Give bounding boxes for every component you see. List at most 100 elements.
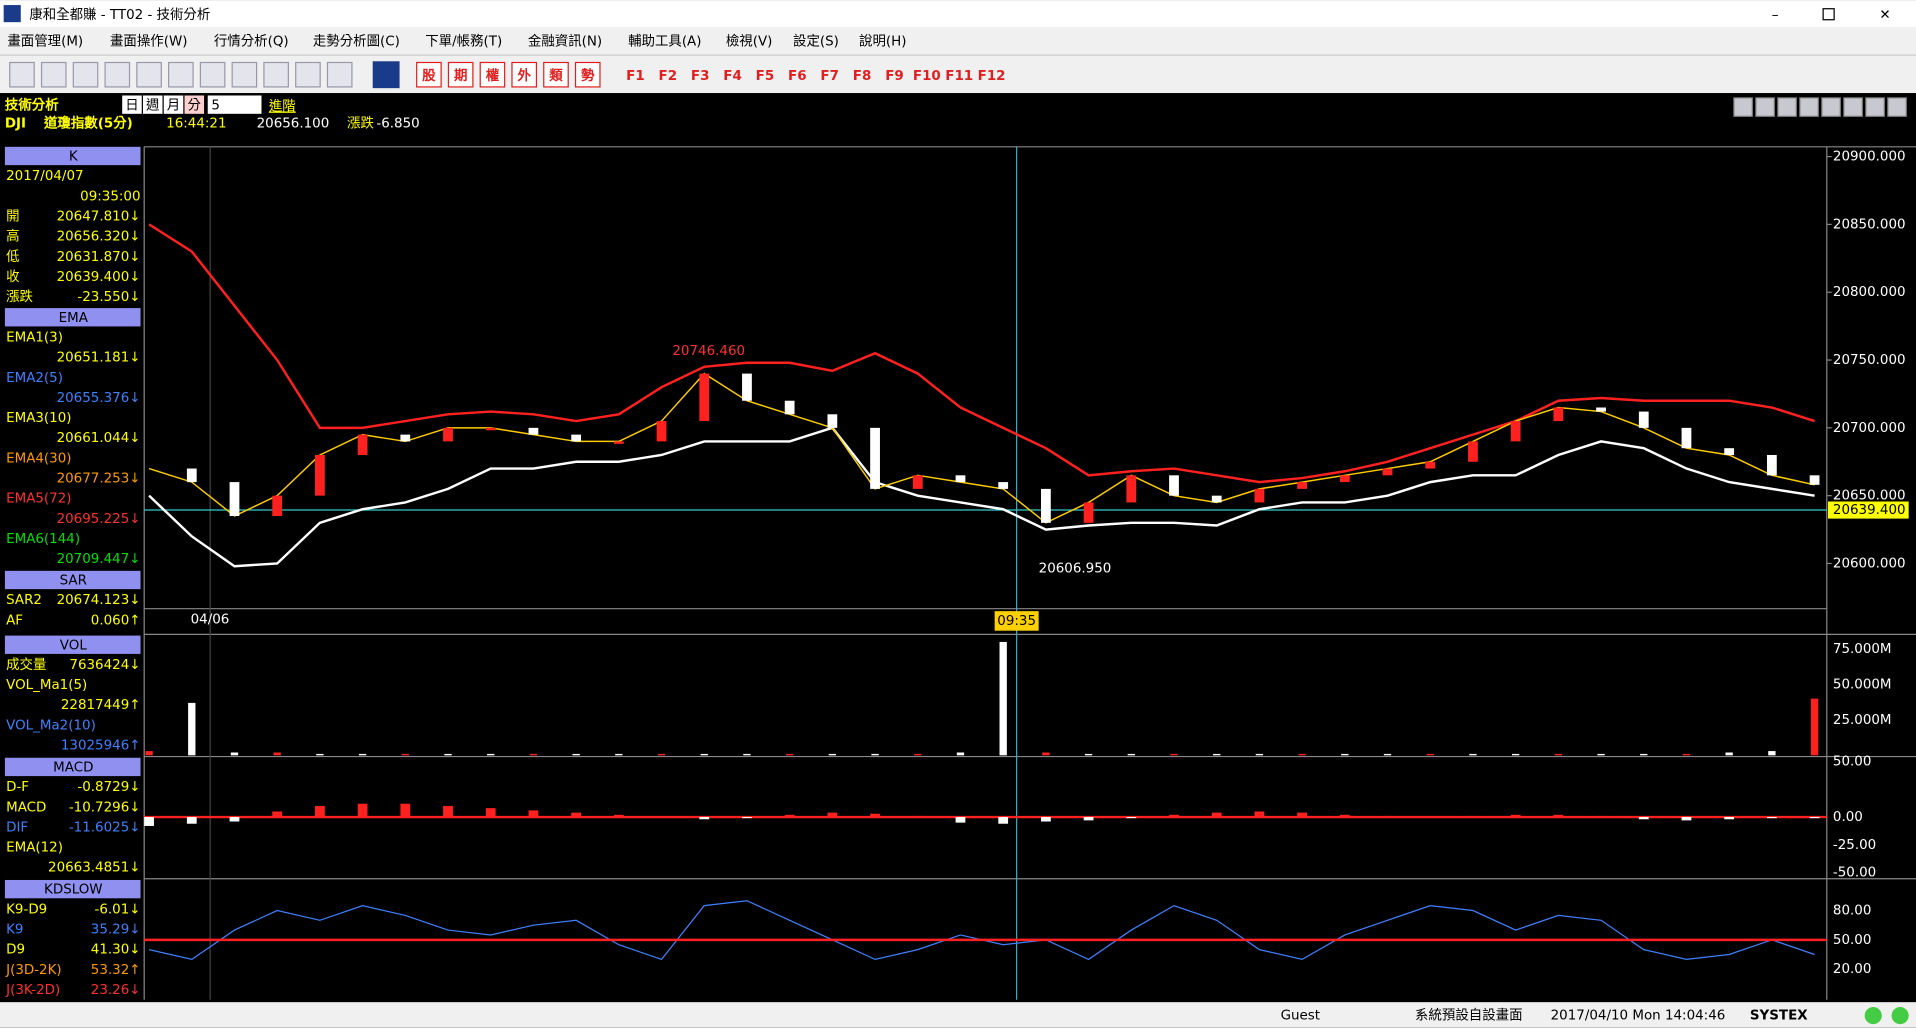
info-value: 35.29↓	[91, 922, 141, 937]
info-value: 20647.810↓	[57, 209, 141, 224]
price-tick-label: 20750.000	[1833, 353, 1906, 368]
period-tab[interactable]	[142, 95, 163, 114]
vol-bar	[1383, 753, 1392, 756]
market-label: 類	[549, 67, 563, 84]
period-tab[interactable]	[122, 95, 142, 114]
chart-tool[interactable]	[1733, 97, 1753, 117]
tool-button[interactable]	[372, 61, 400, 89]
chart-tool[interactable]	[1821, 97, 1841, 117]
time: 16:44:21	[166, 117, 226, 132]
minimize[interactable]: –	[1772, 8, 1779, 23]
fkey[interactable]: F9	[885, 69, 904, 84]
fkey[interactable]: F3	[691, 69, 710, 84]
info-label: 漲跌	[6, 289, 33, 305]
info-value: 20677.253↓	[57, 472, 141, 487]
vol-bar	[999, 641, 1007, 756]
tool-button[interactable]	[263, 61, 289, 88]
fkey[interactable]: F7	[820, 69, 839, 84]
tool-button[interactable]	[104, 61, 131, 88]
tool-button[interactable]	[40, 61, 67, 88]
fkey[interactable]: F2	[659, 69, 678, 84]
price-line	[148, 426, 1815, 568]
info-value: -10.7296↓	[69, 800, 141, 815]
close[interactable]: ✕	[1879, 8, 1890, 23]
panel-name: KDSLOW	[44, 883, 103, 898]
chart-tool[interactable]	[1843, 97, 1863, 117]
menu-item[interactable]: 輔助工具(A)	[628, 34, 701, 50]
menu-item[interactable]: 金融資訊(N)	[528, 34, 602, 50]
market-button[interactable]	[479, 61, 506, 88]
candle	[1681, 427, 1692, 449]
vol-bar	[914, 753, 922, 756]
tool-button[interactable]	[136, 61, 162, 88]
macd-bar	[315, 805, 325, 818]
panel-header	[4, 570, 141, 590]
fkey[interactable]: F1	[626, 69, 645, 84]
fkey[interactable]: F11	[945, 69, 973, 84]
vol-tick-label: 75.000M	[1833, 642, 1892, 657]
fkey[interactable]: F12	[978, 69, 1006, 84]
tool-button[interactable]	[326, 61, 353, 88]
macd-bar	[870, 813, 880, 818]
tool-button[interactable]	[295, 61, 321, 88]
menu-item[interactable]: 畫面管理(M)	[7, 33, 83, 50]
fkey[interactable]: F6	[788, 69, 807, 84]
tool-button[interactable]	[72, 61, 99, 88]
menu-item[interactable]: 走勢分析圖(C)	[313, 34, 400, 50]
candle	[784, 400, 795, 415]
info-value: 23.26↓	[91, 983, 141, 998]
tool-button[interactable]	[9, 61, 35, 88]
price-tick-label: 20600.000	[1833, 556, 1906, 571]
menu-item[interactable]: 說明(H)	[859, 34, 906, 50]
chart-tool[interactable]	[1865, 97, 1885, 117]
price-tick-label: 20900.000	[1833, 150, 1906, 165]
macd-bar	[186, 817, 197, 824]
menu-item[interactable]: 畫面操作(W)	[110, 34, 188, 50]
interval-box[interactable]	[207, 95, 262, 114]
vol-tick-label: 50.000M	[1833, 677, 1892, 692]
fkey[interactable]: F4	[723, 69, 742, 84]
mode[interactable]: 進階	[269, 98, 296, 114]
market-button[interactable]	[543, 61, 569, 88]
menu-item[interactable]: 行情分析(Q)	[214, 34, 289, 50]
maximize[interactable]	[1822, 8, 1835, 21]
menu-item[interactable]: 檢視(V)	[726, 33, 773, 50]
macd-bar	[443, 805, 453, 818]
market-button[interactable]	[416, 61, 442, 88]
menu-item[interactable]: 下單/帳務(T)	[425, 34, 502, 50]
chart-tool[interactable]	[1777, 97, 1797, 117]
tool-button[interactable]	[168, 61, 194, 88]
price-tick-label: 20850.000	[1833, 217, 1906, 232]
fkey[interactable]: F10	[913, 69, 941, 84]
vol-bar	[145, 751, 153, 756]
info-label: VOL_Ma1(5)	[6, 678, 87, 693]
macd-bar	[485, 808, 496, 818]
tool-button[interactable]	[231, 61, 258, 88]
fkey[interactable]: F5	[756, 69, 775, 84]
tool-button[interactable]	[199, 61, 226, 88]
menu-item[interactable]: 設定(S)	[793, 34, 839, 50]
market-button[interactable]	[574, 61, 601, 88]
vol-bar	[444, 753, 452, 756]
period-tab[interactable]	[163, 95, 184, 114]
vol-bar	[188, 702, 196, 756]
macd-bar	[613, 814, 624, 818]
fkey[interactable]: F8	[853, 69, 872, 84]
info-value: -23.550↓	[77, 290, 140, 305]
candle	[1638, 411, 1649, 428]
panel-header	[4, 757, 141, 777]
market-button[interactable]	[511, 61, 538, 88]
market-button[interactable]	[447, 61, 474, 88]
macd-bar	[1724, 817, 1735, 820]
period-tab[interactable]	[184, 95, 205, 114]
status-item: 2017/04/10 Mon 14:04:46	[1551, 1009, 1726, 1024]
candle	[1339, 475, 1350, 483]
chart-tool[interactable]	[1799, 97, 1819, 117]
chart-tool[interactable]	[1887, 97, 1907, 117]
macd-bar	[912, 815, 923, 818]
cursor-box	[994, 611, 1039, 631]
chart-tool[interactable]	[1755, 97, 1775, 117]
candle	[1766, 454, 1777, 476]
macd-bar	[1211, 812, 1222, 818]
